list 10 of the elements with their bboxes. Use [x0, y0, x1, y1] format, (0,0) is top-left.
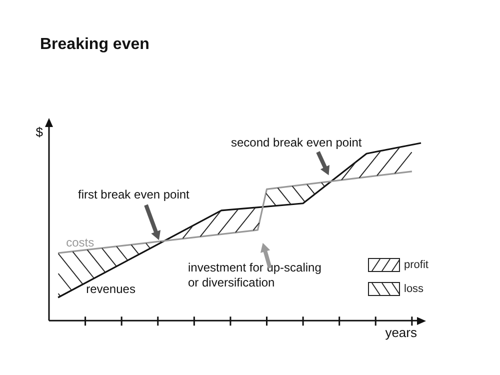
x-axis-title: years [385, 325, 418, 340]
annotation: first break even point [78, 187, 190, 202]
annotation: loss [404, 283, 424, 295]
chart-title: Breaking even [40, 36, 150, 54]
series-label: costs [66, 235, 94, 250]
y-axis-title: $ [36, 124, 44, 140]
annotation: investment for up-scaling or diversification [188, 260, 322, 290]
annotation: profit [404, 259, 428, 271]
series-label: revenues [86, 282, 136, 296]
annotation: second break even point [231, 135, 362, 150]
